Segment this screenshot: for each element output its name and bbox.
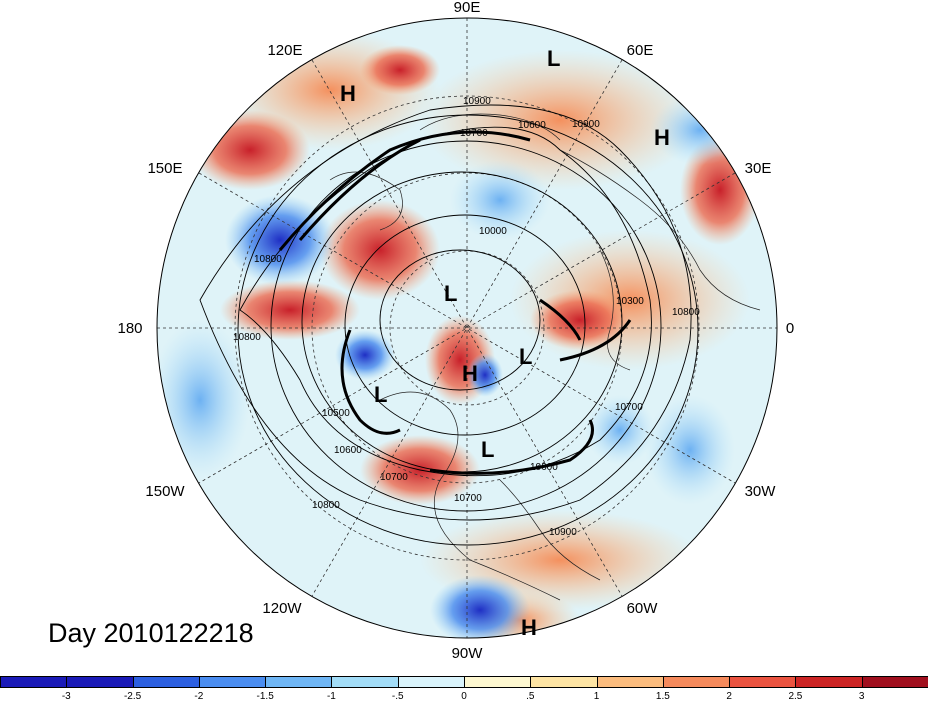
colorbar-tick-label: -1	[326, 691, 336, 702]
graticule	[157, 18, 777, 638]
high-center: H	[654, 125, 670, 150]
contour-label: 10800	[254, 254, 282, 265]
colorbar-swatch	[795, 676, 863, 688]
contour-label: 10900	[463, 96, 491, 107]
contour-label: 10900	[572, 119, 600, 130]
colorbar-tick-label: 2	[726, 691, 732, 702]
contour-labels: 10900 10700 10600 10900 10800 10000 1080…	[233, 96, 700, 538]
coastlines	[329, 113, 761, 601]
contour-label: 10800	[672, 307, 700, 318]
contour-label: 10600	[518, 120, 546, 131]
contour-label: 10800	[233, 332, 261, 343]
lon-label-120e: 120E	[267, 42, 302, 59]
longitude-labels: 90E 120E 60E 150E 30E 180 0 150W 30W 120…	[117, 0, 794, 662]
lon-label-150e: 150E	[147, 160, 182, 177]
contour-label: 10600	[334, 445, 362, 456]
contour-label: 10700	[380, 472, 408, 483]
colorbar-tick-label: 1.5	[655, 691, 670, 702]
jet-contours	[278, 130, 632, 475]
colorbar-tick-label: 2.5	[788, 691, 803, 702]
pressure-centers: H L H L L H L L H	[340, 46, 670, 640]
colorbar-swatch	[331, 676, 399, 688]
colorbar-tick-label: -.5	[391, 691, 404, 702]
lon-label-90e: 90E	[454, 0, 481, 16]
contour-label: 10500	[322, 408, 350, 419]
contour-label: 10900	[549, 527, 577, 538]
lon-label-150w: 150W	[145, 483, 185, 500]
contour-label: 10600	[530, 462, 558, 473]
lon-label-60e: 60E	[627, 42, 654, 59]
low-center: L	[547, 46, 560, 71]
low-center: L	[481, 437, 494, 462]
lon-label-60w: 60W	[627, 600, 659, 617]
colorbar-tick-label: 3	[858, 691, 865, 702]
low-center: L	[374, 382, 387, 407]
lon-label-120w: 120W	[262, 600, 302, 617]
colorbar-swatch	[861, 676, 928, 688]
high-center: H	[340, 81, 356, 106]
high-center: H	[462, 361, 478, 386]
lon-label-30w: 30W	[745, 483, 777, 500]
colorbar-swatch	[132, 676, 200, 688]
colorbar-swatch	[464, 676, 532, 688]
low-center: L	[519, 344, 532, 369]
colorbar-swatch	[729, 676, 797, 688]
colorbar-tick-label: -1.5	[256, 691, 274, 702]
colorbar-swatch	[0, 676, 68, 688]
colorbar-tick-label: .5	[526, 691, 535, 702]
lon-label-30e: 30E	[745, 160, 772, 177]
lon-label-90w: 90W	[452, 645, 484, 662]
colorbar-swatch	[530, 676, 598, 688]
colorbar-swatch	[596, 676, 664, 688]
colorbar-swatch	[662, 676, 731, 688]
low-center: L	[444, 281, 457, 306]
colorbar: -3 -2.5 -2 -1.5 -1 -.5 0 .5 1 1.5 2 2.5 3	[0, 676, 928, 702]
colorbar-tick-label: -3	[61, 691, 71, 702]
globe-boundary	[156, 17, 778, 639]
contour-label: 10700	[460, 128, 488, 139]
colorbar-tick-label: -2.5	[123, 691, 142, 702]
lon-label-0: 0	[786, 320, 794, 337]
contour-label: 10700	[454, 493, 482, 504]
contour-label: 10800	[312, 500, 340, 511]
colorbar-swatch	[397, 676, 465, 688]
contour-label: 10300	[616, 296, 644, 307]
colorbar-swatch	[66, 676, 134, 688]
contour-label: 10700	[615, 402, 643, 413]
contour-label: 10000	[479, 226, 507, 237]
colorbar-tick-label: -2	[194, 691, 204, 702]
day-label: Day 2010122218	[48, 618, 254, 648]
colorbar-tick-label: 0	[461, 691, 467, 702]
high-center: H	[521, 615, 537, 640]
lon-label-180: 180	[117, 320, 142, 337]
colorbar-swatch	[198, 676, 267, 688]
colorbar-tick-label: 1	[593, 691, 600, 702]
colorbar-swatch	[265, 676, 333, 688]
